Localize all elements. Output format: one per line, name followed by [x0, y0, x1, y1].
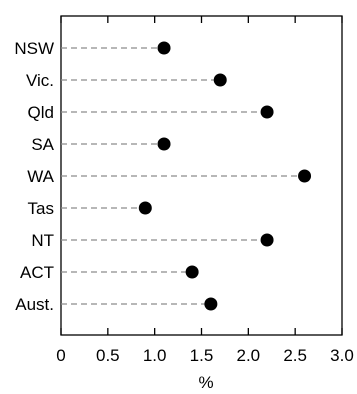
- x-tick-label: 0.5: [96, 346, 120, 365]
- data-markers: [138, 41, 312, 311]
- category-label: ACT: [20, 263, 54, 282]
- category-label: Aust.: [15, 295, 54, 314]
- data-point: [204, 297, 218, 311]
- data-point: [138, 201, 152, 215]
- category-label: Vic.: [26, 71, 54, 90]
- category-label: NT: [31, 231, 54, 250]
- x-tick-label: 2.5: [283, 346, 307, 365]
- category-label: Qld: [28, 103, 54, 122]
- category-label: SA: [31, 135, 54, 154]
- data-point: [298, 169, 312, 183]
- x-tick-label: 1.5: [190, 346, 214, 365]
- data-point: [157, 137, 171, 151]
- category-labels: NSW Vic. Qld SA WA Tas NT ACT Aust.: [14, 39, 54, 314]
- data-point: [157, 41, 171, 55]
- category-label: Tas: [28, 199, 54, 218]
- x-axis-title: %: [198, 373, 213, 392]
- data-point: [213, 73, 227, 87]
- category-label: WA: [27, 167, 54, 186]
- data-point: [260, 105, 274, 119]
- leader-lines: [61, 47, 305, 305]
- data-point: [185, 265, 199, 279]
- x-axis-ticks: 0 0.5 1.0 1.5 2.0 2.5 3.0: [56, 16, 354, 365]
- x-tick-label: 3.0: [330, 346, 354, 365]
- category-label: NSW: [14, 39, 54, 58]
- data-point: [260, 233, 274, 247]
- x-tick-label: 0: [56, 346, 65, 365]
- x-tick-label: 2.0: [237, 346, 261, 365]
- x-tick-label: 1.0: [143, 346, 167, 365]
